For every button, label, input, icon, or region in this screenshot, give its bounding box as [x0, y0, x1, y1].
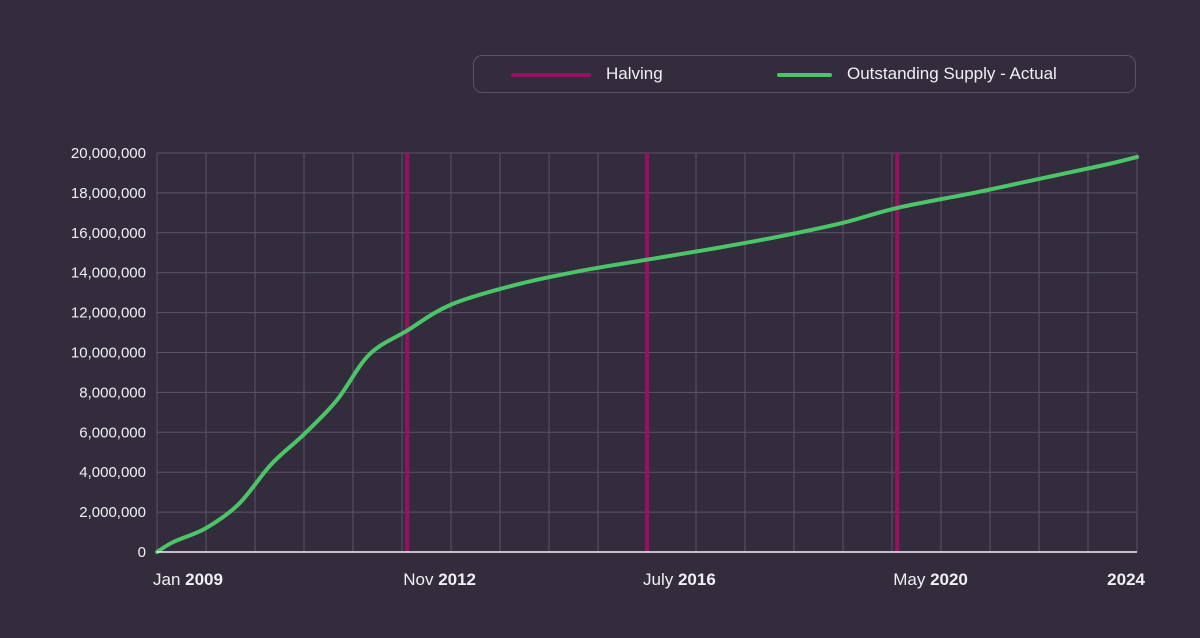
y-tick-label: 16,000,000 — [71, 225, 146, 242]
chart-legend: Halving Outstanding Supply - Actual — [473, 55, 1136, 93]
halving-legend-label: Halving — [606, 64, 663, 83]
y-tick-label: 4,000,000 — [79, 464, 146, 481]
x-tick-label: Nov 2012 — [403, 570, 476, 589]
y-tick-label: 10,000,000 — [71, 345, 146, 362]
supply-legend-label: Outstanding Supply - Actual — [847, 64, 1057, 83]
y-tick-label: 8,000,000 — [79, 384, 146, 401]
y-tick-label: 20,000,000 — [71, 145, 146, 162]
x-tick-month: May — [893, 570, 930, 589]
y-tick-label: 14,000,000 — [71, 265, 146, 282]
x-tick-year: 2012 — [438, 570, 476, 589]
halving-legend-swatch — [511, 73, 591, 77]
x-tick-year: 2020 — [930, 570, 968, 589]
supply-legend-swatch — [777, 73, 832, 77]
x-tick-month: July — [643, 570, 678, 589]
x-tick-label: July 2016 — [643, 570, 716, 589]
halving-lines — [405, 153, 900, 552]
x-tick-month: Nov — [403, 570, 438, 589]
x-tick-year: 2024 — [1107, 570, 1145, 589]
y-tick-label: 18,000,000 — [71, 185, 146, 202]
y-tick-label: 12,000,000 — [71, 305, 146, 322]
y-tick-label: 6,000,000 — [79, 424, 146, 441]
y-axis: 20,000,000 18,000,000 16,000,000 14,000,000… — [71, 145, 146, 561]
x-tick-year: 2009 — [185, 570, 223, 589]
y-tick-label: 2,000,000 — [79, 504, 146, 521]
x-tick-year: 2016 — [678, 570, 716, 589]
y-tick-label: 0 — [138, 544, 146, 561]
x-axis: Jan 2009 Nov 2012 July 2016 May 2020 2024 — [153, 551, 1146, 589]
x-tick-month: Jan — [153, 570, 185, 589]
x-tick-label: May 2020 — [893, 570, 968, 589]
supply-series-line — [155, 155, 1139, 554]
x-tick-label: 2024 — [1107, 570, 1145, 589]
series-layer — [155, 155, 1139, 554]
x-tick-label: Jan 2009 — [153, 570, 223, 589]
